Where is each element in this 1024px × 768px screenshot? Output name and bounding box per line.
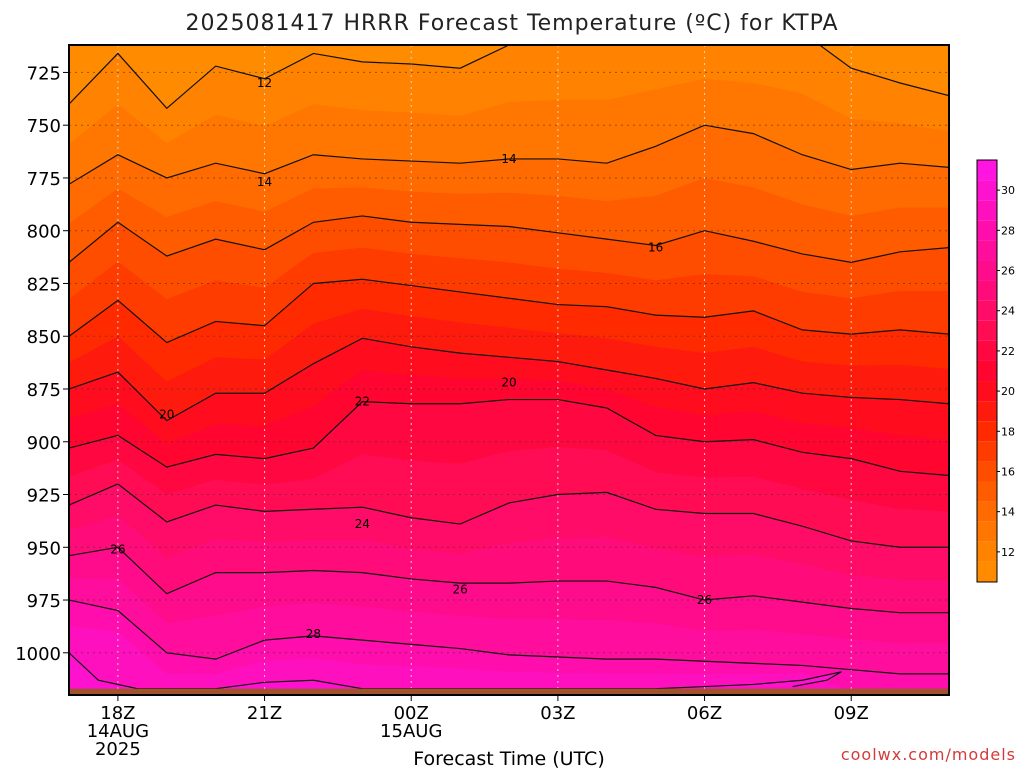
- contour-label-28: 28: [306, 627, 321, 641]
- colorbar-label-22: 22: [1001, 345, 1015, 358]
- colorbar-label-12: 12: [1001, 546, 1015, 559]
- colorbar-label-14: 14: [1001, 506, 1015, 519]
- colorbar-swatch-28: [977, 220, 997, 241]
- colorbar-swatch-31: [977, 160, 997, 181]
- colorbar-label-16: 16: [1001, 465, 1015, 478]
- y-tick-label-800: 800: [27, 222, 61, 243]
- colorbar-swatch-14: [977, 501, 997, 522]
- chart-title: 2025081417 HRRR Forecast Temperature (ºC…: [186, 11, 839, 36]
- x-axis-title: Forecast Time (UTC): [413, 748, 604, 768]
- band-29: [69, 626, 949, 695]
- y-tick-label-825: 825: [27, 274, 61, 295]
- colorbar-swatch-27: [977, 240, 997, 261]
- contour-20: [69, 337, 949, 422]
- grid: [69, 45, 949, 695]
- colorbar-label-24: 24: [1001, 305, 1015, 318]
- x-tick-label-21Z: 21Z: [247, 703, 282, 724]
- x-tick-label-00Z: 00Z: [394, 703, 429, 724]
- colorbar-swatch-22: [977, 340, 997, 361]
- colorbar-swatch-21: [977, 360, 997, 382]
- contour-label-12: 12: [257, 76, 272, 90]
- colorbar: 12 14 16 18 20 22 24 26 28 30: [976, 159, 1015, 583]
- contour-label-24: 24: [355, 517, 370, 531]
- colorbar-swatch-30: [977, 180, 997, 201]
- contour-28: [69, 599, 949, 675]
- x-tick-label-14AUG: 14AUG: [87, 721, 149, 742]
- colorbar-swatch-15: [977, 481, 997, 502]
- y-tick-label-725: 725: [27, 63, 61, 84]
- y-tick-label-900: 900: [27, 433, 61, 454]
- x-tick-label-2025: 2025: [95, 739, 141, 760]
- y-axis: 725 750 775 800 825 850 875 900 925 950 975 1000: [15, 63, 69, 665]
- surface-ground: [69, 688, 949, 695]
- colorbar-label-30: 30: [1001, 184, 1015, 197]
- colorbar-swatch-24: [977, 300, 997, 321]
- contour-label-26: 26: [697, 593, 712, 607]
- temperature-fill: [69, 45, 949, 695]
- colorbar-label-20: 20: [1001, 385, 1015, 398]
- colorbar-swatch-25: [977, 280, 997, 301]
- contour-label-14: 14: [257, 175, 272, 189]
- y-tick-label-1000: 1000: [15, 644, 61, 665]
- colorbar-swatch-23: [977, 320, 997, 341]
- contour-label-20: 20: [159, 407, 174, 421]
- contour-22: [69, 398, 949, 477]
- contour-26: [69, 546, 949, 614]
- credit-text: coolwx.com/models: [841, 745, 1016, 764]
- y-tick-label-950: 950: [27, 538, 61, 559]
- contour-18: [69, 278, 949, 344]
- colorbar-swatch-29: [977, 200, 997, 221]
- contour-12: [69, 45, 949, 110]
- contour-24: [69, 483, 949, 548]
- colorbar-swatch-12: [977, 541, 997, 562]
- contour-label-16: 16: [648, 241, 663, 255]
- x-tick-label-03Z: 03Z: [540, 703, 575, 724]
- contour-label-26: 26: [452, 582, 467, 596]
- y-tick-label-850: 850: [27, 327, 61, 348]
- colorbar-swatch-11: [977, 561, 997, 582]
- colorbar-label-26: 26: [1001, 265, 1015, 278]
- contour-label-20: 20: [501, 376, 516, 390]
- x-tick-label-09Z: 09Z: [834, 703, 869, 724]
- colorbar-frame: [976, 159, 998, 583]
- colorbar-swatch-13: [977, 521, 997, 542]
- contour-16: [69, 215, 949, 263]
- y-tick-label-775: 775: [27, 169, 61, 190]
- contour-14: [69, 124, 949, 185]
- y-tick-label-925: 925: [27, 486, 61, 507]
- band-30: [69, 652, 842, 695]
- contour-label-22: 22: [355, 395, 370, 409]
- plot-area: 12 14 14 16 20 20 22 24 26 26 26 28: [69, 45, 949, 695]
- plot-frame: [68, 44, 950, 696]
- colorbar-swatch-18: [977, 421, 997, 442]
- x-tick-label-15AUG: 15AUG: [380, 721, 442, 742]
- y-tick-label-875: 875: [27, 380, 61, 401]
- y-tick-label-750: 750: [27, 116, 61, 137]
- colorbar-label-28: 28: [1001, 224, 1015, 237]
- y-tick-label-975: 975: [27, 591, 61, 612]
- colorbar-label-18: 18: [1001, 425, 1015, 438]
- colorbar-swatch-19: [977, 401, 997, 422]
- colorbar-swatch-26: [977, 260, 997, 281]
- contour-label-26: 26: [110, 542, 125, 556]
- contour-labels: 12 14 14 16 20 20 22 24 26 26 26 28: [110, 76, 712, 641]
- colorbar-swatch-17: [977, 441, 997, 462]
- contour-label-14: 14: [501, 152, 516, 166]
- x-tick-label-18Z: 18Z: [100, 703, 135, 724]
- x-tick-label-06Z: 06Z: [687, 703, 722, 724]
- colorbar-swatch-16: [977, 461, 997, 482]
- colorbar-swatch-20: [977, 381, 997, 402]
